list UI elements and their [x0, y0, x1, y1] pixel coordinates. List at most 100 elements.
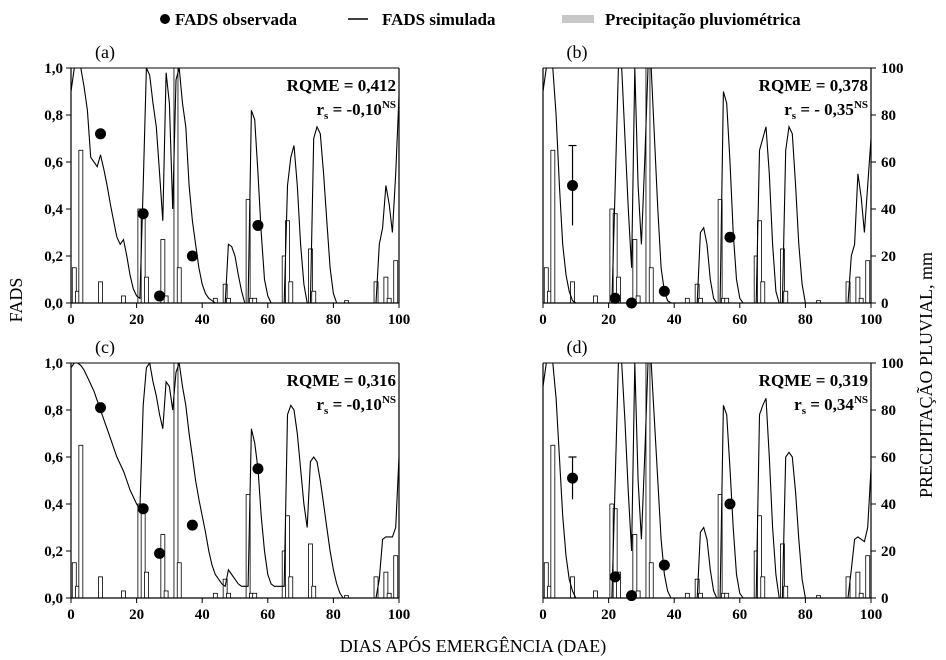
panel-b-x-tick-label: 20: [601, 312, 616, 328]
panel-b-x-tick-label: 100: [860, 312, 883, 328]
panel-d-observed-point: [626, 590, 638, 602]
panel-b-y2-tick-label: 80: [881, 108, 896, 124]
panel-a-y-tick-label: 0,6: [44, 155, 63, 171]
panel-d-rs: rs = 0,34NS: [794, 394, 868, 417]
panel-b-y2-tick-label: 0: [881, 296, 889, 312]
panel-b-precip-bar: [858, 297, 864, 304]
panel-c-precip-bar: [386, 592, 392, 599]
panel-c-rqme: RQME = 0,316: [287, 371, 396, 390]
panel-a-precip-bar: [386, 297, 392, 304]
panel-c-precip-bar: [163, 590, 169, 599]
panel-a-observed-point: [137, 208, 149, 220]
panel-a-precip-bar: [252, 297, 258, 304]
panel-c-y-tick-label: 0,6: [44, 450, 63, 466]
panel-b-x-tick-label: 40: [667, 312, 682, 328]
legend-simulated-label: FADS simulada: [382, 10, 496, 29]
panel-c-precip-bar: [226, 592, 231, 599]
panel-d-y2-tick-label: 0: [881, 591, 889, 607]
panel-d-precip-bar: [858, 592, 864, 599]
panel-d-label: (d): [567, 337, 588, 358]
panel-b-observed-point: [724, 231, 736, 243]
panel-a-precip-bar: [311, 290, 317, 304]
panel-c-precip-bar: [78, 444, 84, 599]
panel-c-x-tick-label: 100: [388, 607, 411, 623]
panel-b-y2-tick-label: 40: [881, 202, 896, 218]
panel-c-observed-point: [137, 503, 149, 515]
panel-c-x-tick-label: 80: [326, 607, 341, 623]
panel-a-precip-bar: [176, 267, 182, 304]
panel-c-precip-bar: [311, 585, 317, 599]
panel-d-rqme: RQME = 0,319: [759, 371, 868, 390]
panel-a-y-tick-label: 0,4: [44, 202, 63, 218]
panel-d-precip-bar: [724, 592, 730, 599]
panel-d-simulated-line: [543, 363, 871, 598]
panel-c-rs: rs = -0,10NS: [317, 394, 397, 417]
panel-d-x-tick-label: 60: [732, 607, 747, 623]
panel-c: 0 20 40 60 80 100 0,0 0,2 0,4 0,6 0,8 1,0 (c) RQME = …: [44, 337, 410, 623]
panel-d-y2-tick-label: 40: [881, 497, 896, 513]
panel-c-y-tick-label: 0,2: [44, 544, 63, 560]
panel-a: 0 20 40 60 80 100 0,0 0,2 0,4 0,6 0,8 1,0 (a) RQME = …: [44, 42, 410, 328]
panel-d-observed-point: [609, 571, 621, 583]
panel-c-label: (c): [95, 337, 115, 358]
panel-c-x-tick-label: 60: [260, 607, 275, 623]
panel-a-observed-point: [252, 219, 264, 231]
panel-b-y2-tick-label: 100: [881, 61, 904, 77]
panel-c-precip-bar: [160, 534, 166, 599]
panel-c-precip-bar: [288, 576, 294, 599]
panel-b-observed-point: [567, 180, 579, 191]
panel-a-y-tick-label: 0,8: [44, 108, 63, 124]
panel-c-precip-bar: [212, 592, 218, 599]
panel-b-precip-bar: [648, 267, 654, 304]
panel-b-precip-bar: [550, 149, 556, 304]
panel-c-y-tick-label: 0,8: [44, 403, 63, 419]
panel-d-x-tick-label: 40: [667, 607, 682, 623]
panel-a-y-tick-label: 0,0: [44, 296, 63, 312]
panel-c-observed-point: [186, 519, 198, 531]
panel-a-precip-bar: [393, 260, 399, 304]
panel-d-precip-bar: [865, 555, 871, 599]
panel-a-observed-point: [95, 128, 107, 140]
panel-b-precip-bar: [698, 297, 703, 304]
panel-d-y2-tick-label: 80: [881, 403, 896, 419]
panel-a-label: (a): [95, 42, 115, 63]
panel-d-x-tick-label: 80: [798, 607, 813, 623]
panel-d-precip-bar: [550, 444, 556, 599]
panels: 0 20 40 60 80 100 0,0 0,2 0,4 0,6 0,8 1,0 (a) RQME = …: [44, 42, 903, 623]
panel-d-precip-bar: [593, 590, 598, 599]
panel-c-observed-point: [252, 463, 264, 475]
panel-c-observed-point: [95, 402, 107, 414]
panel-b-precip-bar: [593, 295, 598, 304]
panel-a-y-tick-label: 1,0: [44, 61, 63, 77]
panel-b-observed-point: [658, 285, 670, 297]
panel-b-observed-point: [609, 292, 621, 304]
y-axis-title-left: FADS: [6, 278, 26, 323]
panel-a-x-tick-label: 40: [195, 312, 210, 328]
panel-a-precip-bar: [144, 276, 149, 304]
legend: FADS observada FADS simulada Precipitaçã…: [160, 10, 801, 29]
panel-b-precip-bar: [865, 260, 871, 304]
y-axis-title-right: PRECIPITAÇÃO PLUVIAL, mm: [915, 252, 936, 498]
panel-a-x-tick-label: 0: [67, 312, 75, 328]
panel-a-observed-point: [186, 250, 198, 262]
panel-a-x-tick-label: 100: [388, 312, 411, 328]
panel-a-observed-point: [154, 290, 166, 302]
panel-d-precip-bar: [632, 534, 638, 599]
panel-d-x-tick-label: 20: [601, 607, 616, 623]
panel-d-precip-bar: [698, 592, 703, 599]
panel-c-observed-point: [154, 547, 166, 559]
panel-c-x-tick-label: 20: [129, 607, 144, 623]
panel-a-simulated-line: [71, 68, 399, 303]
panel-b-x-tick-label: 80: [798, 312, 813, 328]
panel-b-rs: rs = - 0,35NS: [784, 99, 868, 122]
panel-c-y-tick-label: 0,0: [44, 591, 63, 607]
panel-b-precip-bar: [783, 290, 789, 304]
panel-b-y2-tick-label: 20: [881, 249, 896, 265]
panel-b-x-tick-label: 0: [539, 312, 547, 328]
panel-a-rs: rs = -0,10NS: [317, 99, 397, 122]
panel-b-precip-bar: [684, 297, 690, 304]
panel-a-precip-bar: [98, 281, 103, 304]
panel-b-precip-bar: [632, 239, 638, 304]
